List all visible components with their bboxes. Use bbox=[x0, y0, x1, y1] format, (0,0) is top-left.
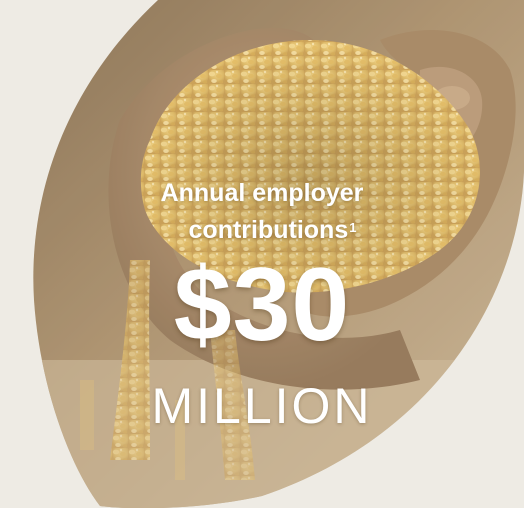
stat-amount: $30 bbox=[173, 247, 351, 363]
stat-heading-line-1-text: Annual employer bbox=[160, 179, 364, 207]
stat-heading-line-1: Annual employer bbox=[0, 176, 524, 210]
stat-unit: MILLION bbox=[151, 378, 373, 434]
stat-heading-line-2-text: contributions bbox=[188, 216, 349, 244]
footnote-marker: 1 bbox=[349, 220, 357, 235]
stat-heading-line-2: contributions1 bbox=[10, 213, 524, 247]
